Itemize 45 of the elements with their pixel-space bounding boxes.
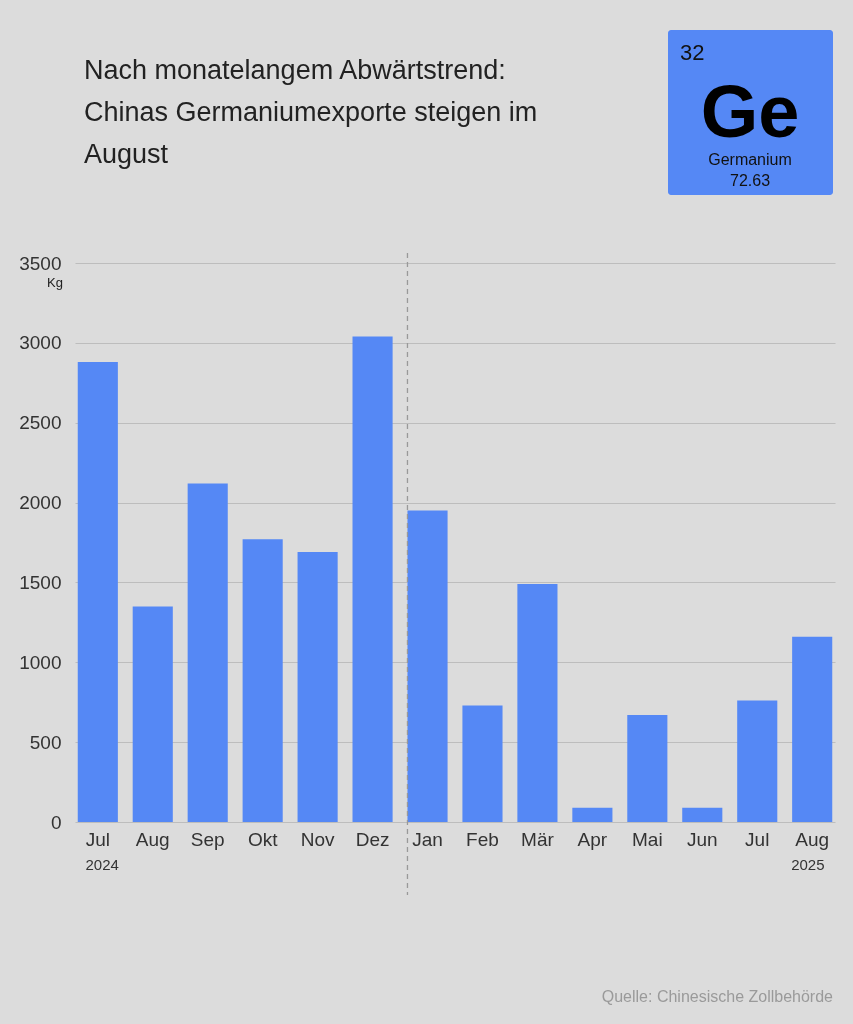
y-tick-label: 2500	[19, 412, 62, 434]
bar	[737, 700, 778, 822]
source-note: Quelle: Chinesische Zollbehörde	[601, 988, 834, 1005]
bar	[682, 807, 723, 822]
x-tick-label: Okt	[247, 828, 279, 850]
text: 2024	[85, 856, 119, 873]
bar	[517, 584, 558, 822]
y-tick-label: 500	[29, 731, 62, 753]
x-tick-label: Aug	[795, 828, 830, 850]
y-tick-label: 0	[50, 811, 62, 833]
bar	[297, 552, 338, 822]
text: Ge	[700, 70, 800, 153]
y-tick-label: 1500	[19, 571, 62, 593]
bar	[407, 510, 448, 822]
text: 72.63	[729, 172, 771, 189]
x-tick-label: Mai	[632, 828, 663, 850]
bar	[792, 636, 833, 822]
x-tick-label: Mär	[521, 828, 555, 850]
text: 2025	[791, 856, 825, 873]
bar	[187, 483, 228, 822]
chart-title: Nach monatelangem Abwärtstrend: Chinas Germaniumexporte steigen im August	[84, 55, 538, 169]
x-tick-label: Apr	[577, 828, 608, 850]
y-tick-label: 2000	[19, 492, 62, 514]
x-tick-label: Sep	[190, 828, 225, 850]
x-tick-label: Feb	[466, 828, 499, 850]
x-tick-label: Jul	[745, 828, 770, 850]
bar	[132, 606, 173, 822]
bar	[627, 714, 668, 822]
x-tick-label: Aug	[135, 828, 170, 850]
bar	[572, 807, 613, 822]
bar	[462, 705, 503, 822]
y-tick-label: 3500	[19, 252, 62, 274]
x-tick-label: Jun	[686, 828, 718, 850]
y-axis-title: Kg	[47, 275, 63, 290]
y-tick-label: 1000	[19, 651, 62, 673]
bar	[352, 336, 393, 822]
x-tick-label: Dez	[355, 828, 390, 850]
x-tick-label: Jul	[85, 828, 110, 850]
x-tick-label: Nov	[300, 828, 336, 850]
x-tick-label: Jan	[412, 828, 443, 850]
y-tick-label: 3000	[19, 332, 62, 354]
text: 32	[680, 40, 705, 65]
text: Germanium	[708, 151, 792, 168]
bar	[242, 539, 283, 822]
bar	[77, 362, 118, 822]
